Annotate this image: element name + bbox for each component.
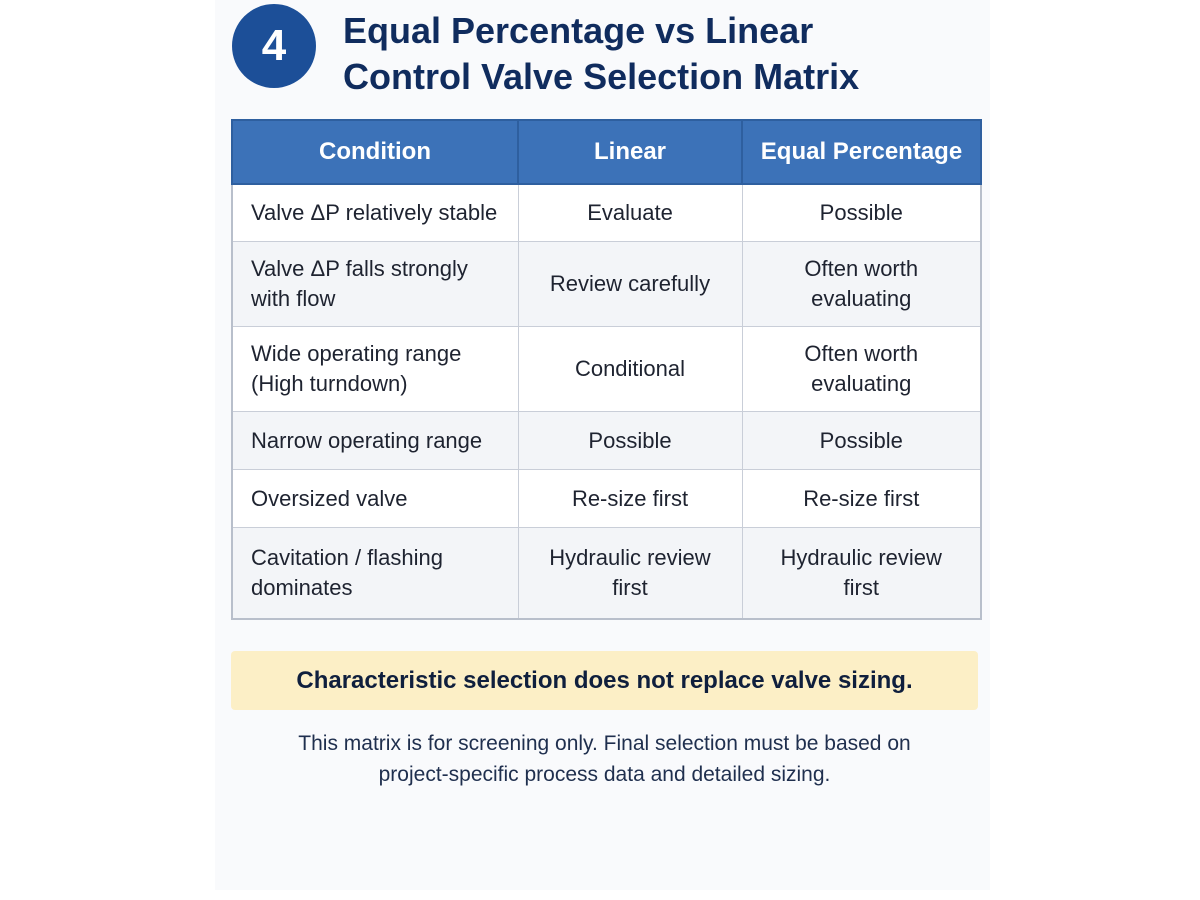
cell-line: with flow (251, 286, 336, 311)
cell-line: Possible (819, 200, 903, 225)
equal-percentage-cell: Re-size first (741, 469, 982, 528)
cell-line: evaluating (811, 371, 912, 396)
cell-line: Narrow operating range (251, 427, 483, 453)
cell-line: Often worth (804, 256, 919, 281)
condition-cell: Cavitation / flashing dominates (231, 527, 519, 620)
condition-cell: Oversized valve (231, 469, 519, 528)
cell-line: first (612, 575, 648, 600)
cell-line: Often worth (804, 341, 919, 366)
cell-line: first (843, 575, 879, 600)
cell-line: Evaluate (587, 200, 673, 225)
condition-cell: Valve ΔP relatively stable (231, 183, 519, 242)
title-line-2: Control Valve Selection Matrix (343, 56, 860, 97)
linear-cell: Conditional (517, 326, 743, 412)
equal-percentage-cell: Possible (741, 183, 982, 242)
cell-line: Valve ΔP falls strongly (251, 256, 468, 281)
cell-line: Conditional (574, 356, 686, 381)
cell-line: Re-size first (571, 485, 689, 511)
cell-line: Possible (819, 427, 903, 453)
page-title: Equal Percentage vs Linear Control Valve… (343, 8, 963, 100)
callout-note: Characteristic selection does not replac… (231, 651, 978, 710)
condition-cell: Wide operating range (High turndown) (231, 326, 519, 412)
table-row: Cavitation / flashing dominates Hydrauli… (231, 527, 982, 620)
equal-percentage-cell: Hydraulic review first (741, 527, 982, 620)
cell-line: dominates (251, 575, 353, 600)
step-number: 4 (261, 21, 287, 70)
table-row: Narrow operating range Possible Possible (231, 411, 982, 470)
title-line-1: Equal Percentage vs Linear (343, 10, 814, 51)
cell-line: Valve ΔP relatively stable (251, 200, 498, 225)
cell-line: Hydraulic review (549, 545, 711, 570)
cell-line: Oversized valve (251, 485, 408, 511)
column-header-equal-percentage: Equal Percentage (741, 119, 982, 185)
linear-cell: Evaluate (517, 183, 743, 242)
cell-line: Cavitation / flashing (251, 545, 443, 570)
column-header-linear: Linear (517, 119, 743, 185)
table-row: Wide operating range (High turndown) Con… (231, 326, 982, 412)
equal-percentage-cell: Often worth evaluating (741, 241, 982, 327)
cell-line: Review carefully (549, 271, 711, 296)
cell-line: Possible (588, 427, 672, 453)
selection-matrix-table: Condition Linear Equal Percentage Valve … (231, 119, 982, 620)
table-row: Valve ΔP falls strongly with flow Review… (231, 241, 982, 327)
linear-cell: Possible (517, 411, 743, 470)
column-header-condition: Condition (231, 119, 519, 185)
cell-line: (High turndown) (251, 371, 408, 396)
cell-line: Re-size first (803, 485, 920, 511)
linear-cell: Review carefully (517, 241, 743, 327)
cell-line: Hydraulic review (780, 545, 942, 570)
step-number-badge: 4 (232, 4, 316, 88)
equal-percentage-cell: Often worth evaluating (741, 326, 982, 412)
linear-cell: Hydraulic review first (517, 527, 743, 620)
footnote-line-1: This matrix is for screening only. Final… (298, 732, 911, 755)
table-row: Oversized valve Re-size first Re-size fi… (231, 469, 982, 528)
cell-line: Wide operating range (251, 341, 462, 366)
cell-line: evaluating (811, 286, 912, 311)
table-header-row: Condition Linear Equal Percentage (231, 119, 982, 185)
condition-cell: Narrow operating range (231, 411, 519, 470)
table-row: Valve ΔP relatively stable Evaluate Poss… (231, 183, 982, 242)
equal-percentage-cell: Possible (741, 411, 982, 470)
callout-text: Characteristic selection does not replac… (296, 666, 913, 694)
condition-cell: Valve ΔP falls strongly with flow (231, 241, 519, 327)
linear-cell: Re-size first (517, 469, 743, 528)
footnote: This matrix is for screening only. Final… (231, 728, 978, 790)
footnote-line-2: project-specific process data and detail… (378, 763, 831, 786)
